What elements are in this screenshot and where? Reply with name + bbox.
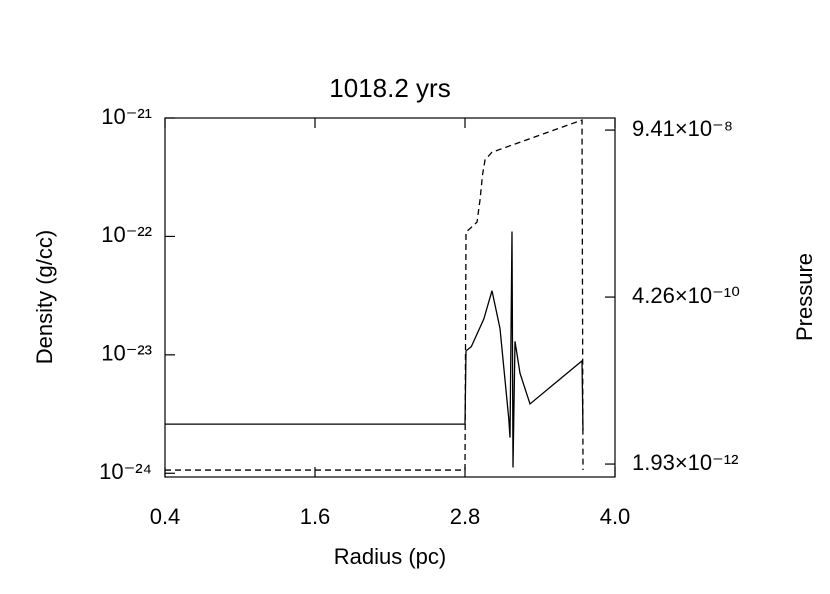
x-tick-label: 4.0	[600, 504, 631, 529]
y-tick-label: 10⁻²¹	[101, 104, 152, 129]
x-tick-label: 2.8	[450, 504, 481, 529]
chart-title: 1018.2 yrs	[329, 73, 450, 103]
x-tick-label: 0.4	[150, 504, 181, 529]
y2-tick-label: 4.26×10⁻¹⁰	[632, 283, 740, 308]
y-tick-label: 10⁻²³	[101, 341, 152, 366]
y2-tick-label: 9.41×10⁻⁸	[632, 116, 733, 141]
x-axis-label: Radius (pc)	[334, 544, 446, 569]
data-line	[165, 231, 584, 468]
data-line	[165, 119, 584, 471]
y-tick-label: 10⁻²⁴	[99, 459, 152, 484]
y2-tick-label: 1.93×10⁻¹²	[632, 450, 738, 475]
y-tick-label: 10⁻²²	[101, 222, 152, 247]
plot-frame	[164, 117, 616, 478]
y-axis-label: Density (g/cc)	[32, 230, 57, 364]
y2-axis-label: Pressure	[792, 253, 817, 341]
x-tick-label: 1.6	[300, 504, 331, 529]
